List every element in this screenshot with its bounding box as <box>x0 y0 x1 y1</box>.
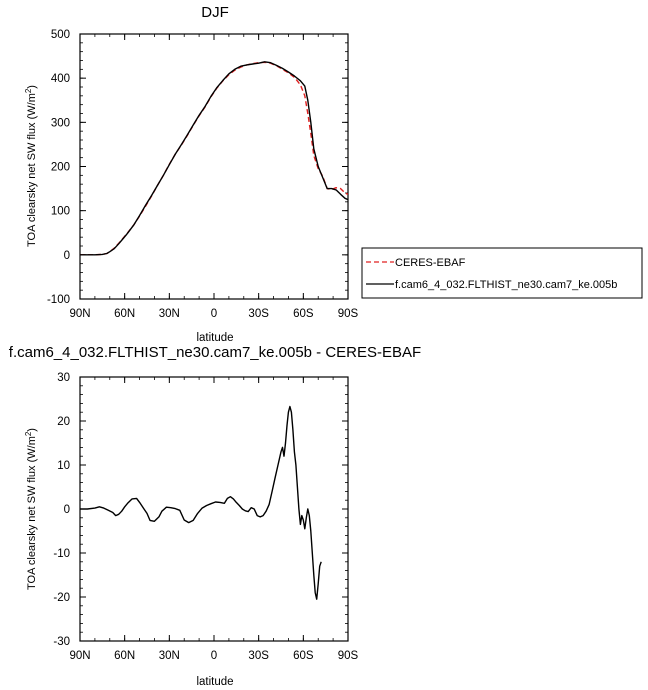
x-tick-label: 90S <box>338 650 359 662</box>
series-line-model <box>80 405 322 600</box>
y-tick-label: 300 <box>51 117 70 129</box>
x-tick-label: 90N <box>69 308 90 320</box>
x-tick-label: 60S <box>293 650 314 662</box>
y-tick-label: 0 <box>64 250 70 262</box>
difference-panel: f.cam6_4_032.FLTHIST_ne30.cam7_ke.005b -… <box>9 344 421 688</box>
y-axis-label: TOA clearsky net SW flux (W/m2) <box>24 428 38 590</box>
legend-box <box>361 247 643 299</box>
plot-frame <box>79 33 349 300</box>
axes-frame: 90N 60N 30N 0 30S 60S 90S -30 -20 -10 0 10 20 30 <box>53 372 358 662</box>
series-lines <box>80 405 322 600</box>
y-tick-label: 200 <box>51 162 70 174</box>
x-tick-label: 60N <box>114 650 135 662</box>
x-tick-label: 30S <box>248 650 269 662</box>
y-tick-label: 30 <box>57 372 70 384</box>
axes-frame: 90N 60N 30N 0 30S 60S 90S -100 0 100 200 300 400 500 <box>47 29 359 320</box>
series-lines <box>80 61 349 256</box>
flux-panel: DJF 90N 60N 30N 0 30S 60S 90S -100 0 100 200 300 400… <box>24 4 359 344</box>
series-line-model <box>80 61 349 256</box>
x-tick-label: 30S <box>248 308 269 320</box>
x-tick-label: 30N <box>159 308 180 320</box>
x-tick-label: 30N <box>159 650 180 662</box>
y-tick-label: -30 <box>53 636 70 648</box>
y-tick-label: -20 <box>53 592 70 604</box>
y-axis-label: TOA clearsky net SW flux (W/m2) <box>24 85 38 247</box>
y-tick-label: 0 <box>64 504 70 516</box>
y-tick-label: 100 <box>51 206 70 218</box>
y-tick-label: 500 <box>51 29 70 41</box>
y-tick-label: 10 <box>57 460 70 472</box>
legend: CERES-EBAF f.cam6_4_032.FLTHIST_ne30.cam… <box>361 247 643 299</box>
chart-title: f.cam6_4_032.FLTHIST_ne30.cam7_ke.005b -… <box>9 344 421 361</box>
x-tick-label: 90S <box>338 308 359 320</box>
y-tick-label: 20 <box>57 416 70 428</box>
x-axis-label: latitude <box>196 332 233 344</box>
legend-label-model: f.cam6_4_032.FLTHIST_ne30.cam7_ke.005b <box>395 279 617 291</box>
y-tick-label: -10 <box>53 548 70 560</box>
x-axis-label: latitude <box>196 676 233 688</box>
legend-label-ceres: CERES-EBAF <box>395 257 466 269</box>
x-tick-label: 0 <box>211 650 217 662</box>
x-tick-label: 60S <box>293 308 314 320</box>
y-tick-label: -100 <box>47 294 70 306</box>
chart-title: DJF <box>201 4 229 21</box>
x-tick-label: 60N <box>114 308 135 320</box>
x-tick-label: 90N <box>69 650 90 662</box>
y-tick-label: 400 <box>51 73 70 85</box>
x-tick-label: 0 <box>211 308 217 320</box>
